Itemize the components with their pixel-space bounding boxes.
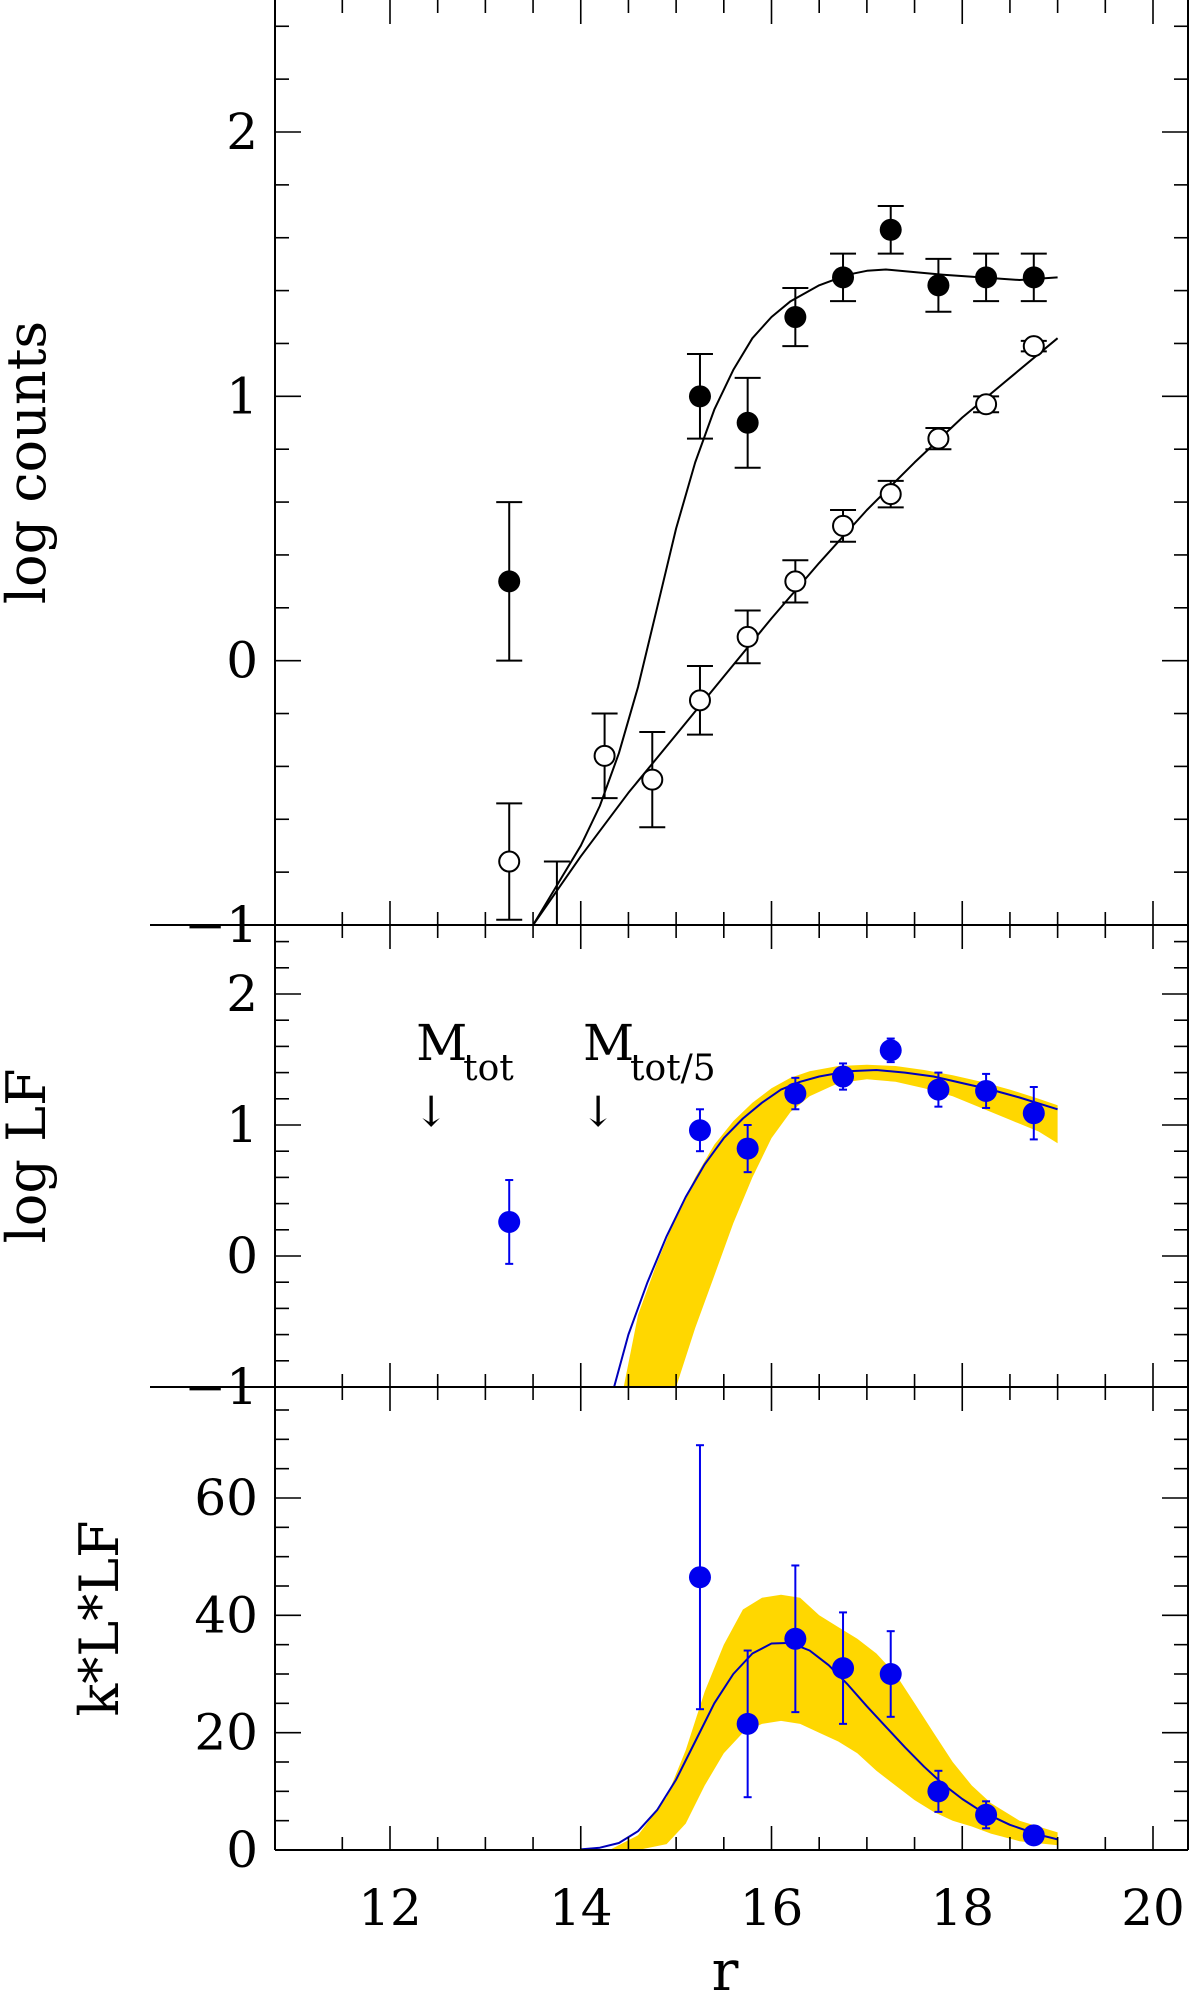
annotation-subscript: tot	[463, 1048, 514, 1089]
top-filled-point	[879, 218, 902, 241]
top-filled-point	[832, 266, 855, 289]
middle-filled-point	[879, 1039, 902, 1062]
top-open-point	[641, 768, 664, 791]
annotation-subscript: tot/5	[630, 1048, 716, 1089]
x-tick-label: 14	[549, 1879, 613, 1937]
top-filled-point	[927, 274, 950, 297]
x-axis-label: r	[712, 1939, 739, 1998]
middle-filled-point	[832, 1065, 855, 1088]
bottom-y-tick-label: 0	[226, 1821, 258, 1879]
middle-y-axis-label: log LF	[0, 1069, 58, 1244]
top-filled-point	[975, 266, 998, 289]
bottom-y-tick-label: 40	[194, 1586, 258, 1644]
bottom-panel-k-l-lf: 0 20 40 60 12 14 16 18 20 k*L*LF r	[68, 1386, 1189, 1998]
top-open-point	[736, 625, 759, 648]
bottom-filled-point	[975, 1803, 998, 1826]
bottom-filled-point	[832, 1657, 855, 1680]
middle-filled-point	[975, 1079, 998, 1102]
bottom-filled-point	[688, 1566, 711, 1589]
middle-filled-point	[688, 1119, 711, 1142]
bottom-filled-point	[1022, 1824, 1045, 1847]
bottom-model-curve	[580, 1641, 1058, 1851]
top-y-tick-label: 0	[226, 632, 258, 690]
annotation-arrow: ↓	[580, 1087, 615, 1136]
bottom-filled-point	[736, 1712, 759, 1735]
top-open-point	[879, 483, 902, 506]
top-y-axis-label: log counts	[0, 321, 58, 604]
top-filled-point	[1022, 266, 1045, 289]
top-open-point	[1022, 335, 1045, 358]
top-y-tick-label: 2	[226, 103, 258, 161]
annotation-arrow: ↓	[414, 1087, 449, 1136]
annotation-m: M	[583, 1014, 634, 1072]
top-open-point	[593, 744, 616, 767]
bottom-filled-point	[879, 1663, 902, 1685]
bottom-filled-point	[784, 1627, 807, 1650]
x-tick-label: 18	[930, 1879, 994, 1937]
middle-y-tick-label: 0	[226, 1227, 258, 1285]
bottom-filled-point	[927, 1780, 950, 1803]
top-open-point	[498, 850, 521, 873]
top-open-point	[975, 393, 998, 416]
bottom-y-tick-label: 20	[194, 1704, 258, 1762]
x-tick-label: 20	[1121, 1879, 1185, 1937]
bottom-y-tick-label: 60	[194, 1469, 258, 1527]
top-filled-point	[498, 570, 521, 593]
top-open-point	[784, 570, 807, 593]
top-open-point	[688, 689, 711, 712]
bottom-y-axis-label: k*L*LF	[68, 1521, 131, 1717]
top-model-curve-2	[532, 337, 1059, 926]
middle-filled-point	[736, 1137, 759, 1160]
x-tick-label: 12	[358, 1879, 422, 1937]
top-open-point	[927, 427, 950, 450]
top-filled-point	[784, 306, 807, 329]
top-model-curve-1	[532, 268, 1058, 926]
x-tick-label: 16	[740, 1879, 804, 1937]
top-y-tick-label: 1	[226, 367, 258, 425]
top-open-point	[832, 514, 855, 537]
middle-y-tick-label: 2	[226, 965, 258, 1023]
annotation-m: M	[416, 1014, 467, 1072]
middle-y-tick-label: 1	[226, 1096, 258, 1154]
top-filled-point	[736, 411, 759, 434]
middle-confidence-band	[623, 1064, 1058, 1387]
middle-filled-point	[927, 1078, 950, 1101]
top-filled-point	[688, 385, 711, 408]
middle-filled-point	[498, 1210, 521, 1233]
middle-filled-point	[784, 1082, 807, 1105]
middle-filled-point	[1022, 1102, 1045, 1125]
